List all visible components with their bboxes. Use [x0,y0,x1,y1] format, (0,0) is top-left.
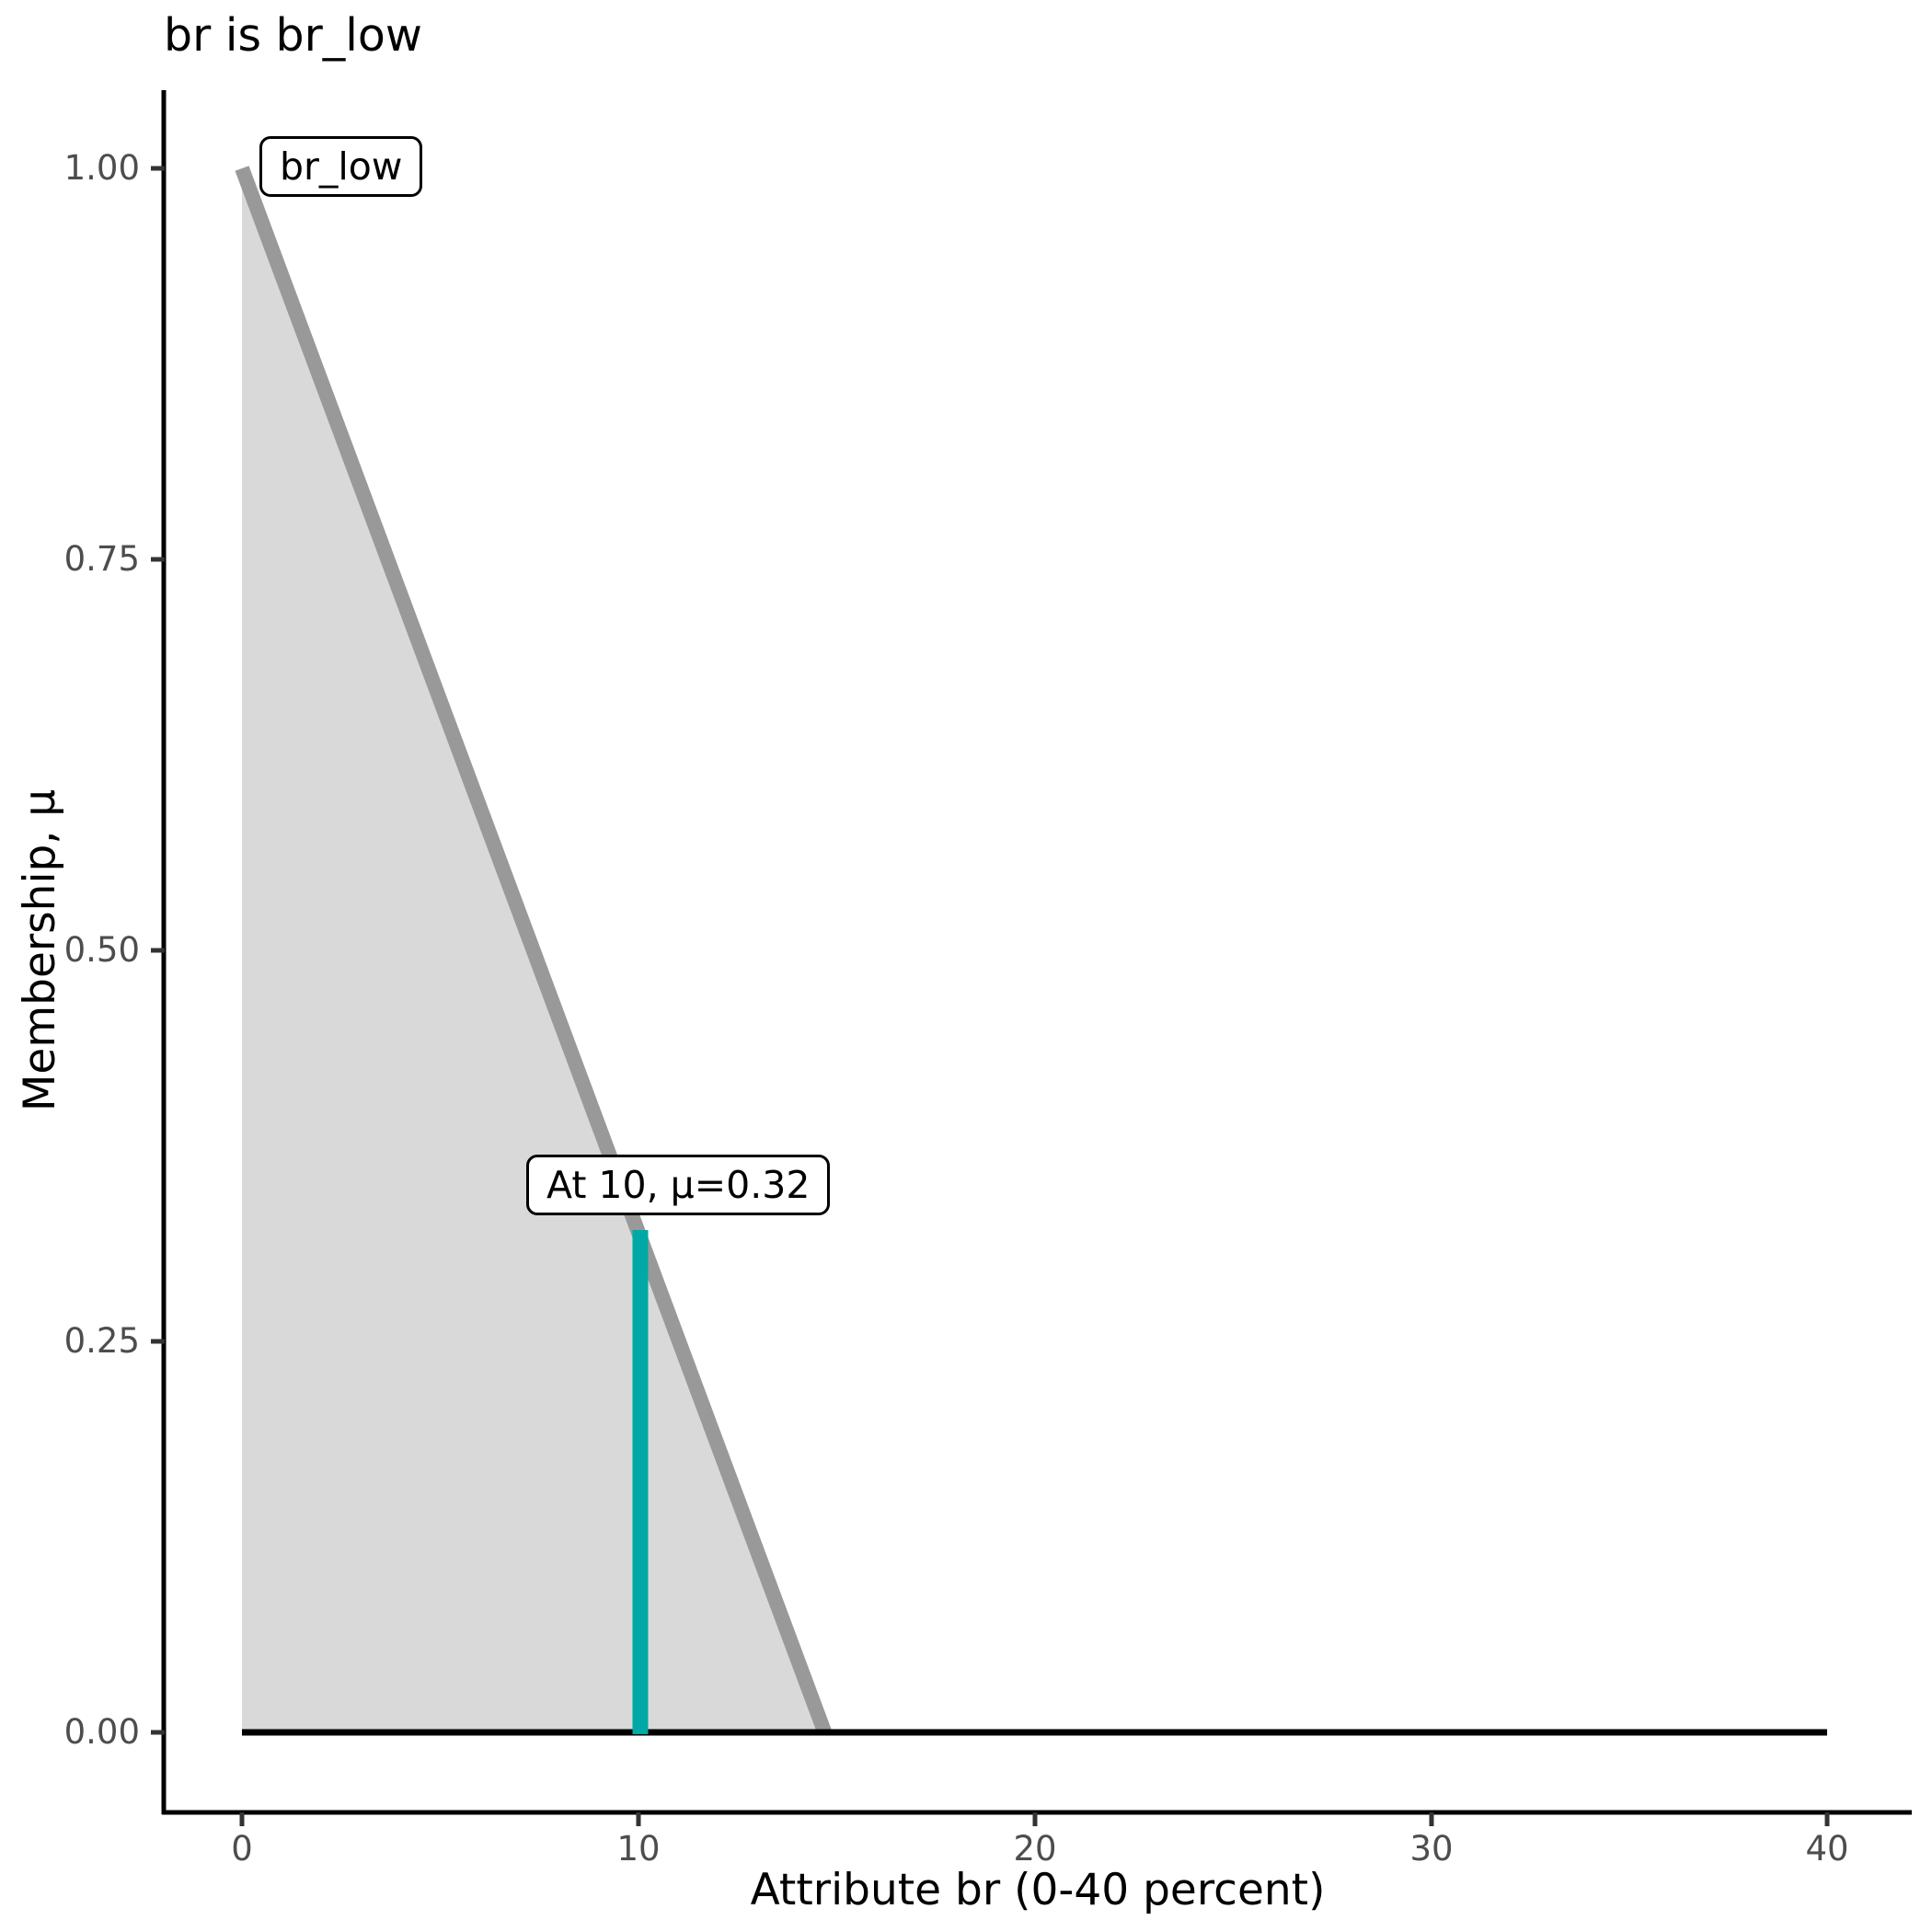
x-tick-label-0: 0 [231,1829,253,1869]
chart-title: br is br_low [164,9,422,62]
x-tick-label-40: 40 [1805,1829,1849,1869]
x-tick-label-20: 20 [1013,1829,1057,1869]
y-tick-label-0.50: 0.50 [63,930,140,970]
mf-name-label: br_low [259,136,423,197]
y-tick-marks [151,166,165,1735]
membership-line [235,166,832,1734]
x-tick-label-10: 10 [616,1829,661,1869]
x-tick-label-30: 30 [1409,1829,1454,1869]
x-axis-title: Attribute br (0-40 percent) [750,1865,1326,1915]
y-axis-title: Membership, μ [15,788,65,1112]
y-tick-label-0.00: 0.00 [63,1712,140,1752]
y-tick-label-0.25: 0.25 [63,1321,140,1361]
x-tick-marks [239,1812,1830,1826]
y-tick-label-1.00: 1.00 [63,148,140,188]
point-readout-label: At 10, μ=0.32 [526,1155,831,1215]
y-tick-label-0.75: 0.75 [63,539,140,579]
